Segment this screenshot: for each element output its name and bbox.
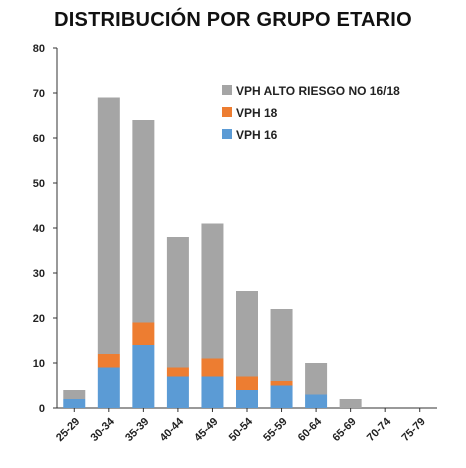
y-tick-label: 50 [33,178,45,190]
y-tick-label: 80 [33,43,45,55]
y-tick-label: 10 [33,358,45,370]
x-tick-label: 45-49 [192,416,220,444]
bar-segment [201,376,224,408]
x-tick-label: 65-69 [330,416,358,444]
bar-segment [166,237,189,368]
legend-label: VPH 18 [236,106,278,120]
bar-segment [339,399,362,408]
bar-segment [201,223,224,359]
bar-segment [97,367,120,408]
legend-label: VPH ALTO RIESGO NO 16/18 [236,84,400,98]
bar-segment [97,354,120,368]
bar-segment [132,322,155,345]
x-tick-label: 55-59 [261,416,289,444]
bar-segment [270,385,293,408]
y-tick-label: 30 [33,268,45,280]
bar-segment [305,363,328,395]
y-tick-label: 0 [39,403,45,415]
bar-segment [63,399,86,408]
chart-bars [63,97,362,408]
bar-segment [166,367,189,377]
legend-swatch [222,129,232,139]
chart-title: DISTRIBUCIÓN POR GRUPO ETARIO [54,9,412,31]
bar-segment [97,97,120,354]
bar-segment [132,120,155,323]
chart-axes: 0 10 20 30 40 50 60 70 80 25-29 30-34 35-39 40-44 45-… [33,43,437,444]
chart-legend: VPH ALTO RIESGO NO 16/18 VPH 18 VPH 16 [222,84,400,142]
legend-swatch [222,107,232,117]
x-tick-label: 50-54 [227,415,256,444]
x-tick-label: 25-29 [54,416,82,444]
legend-label: VPH 16 [236,128,278,142]
bar-segment [132,345,155,408]
bar-segment [305,394,328,408]
x-tick-label: 70-74 [365,415,394,444]
y-tick-label: 40 [33,223,45,235]
bar-segment [236,376,258,390]
bar-segment [63,390,86,399]
x-tick-label: 60-64 [296,415,325,444]
bar-segment [166,376,189,408]
bar-segment [270,381,293,386]
legend-swatch [222,85,232,95]
x-tick-label: 40-44 [158,415,187,444]
y-tick-label: 20 [33,313,45,325]
y-tick-label: 60 [33,133,45,145]
x-tick-label: 75-79 [399,416,427,444]
bar-segment [236,390,258,408]
y-tick-label: 70 [33,88,45,100]
bar-segment [236,291,258,377]
x-tick-label: 35-39 [123,416,151,444]
x-tick-label: 30-34 [89,415,118,444]
bar-segment [270,309,293,381]
bar-segment [201,358,224,377]
